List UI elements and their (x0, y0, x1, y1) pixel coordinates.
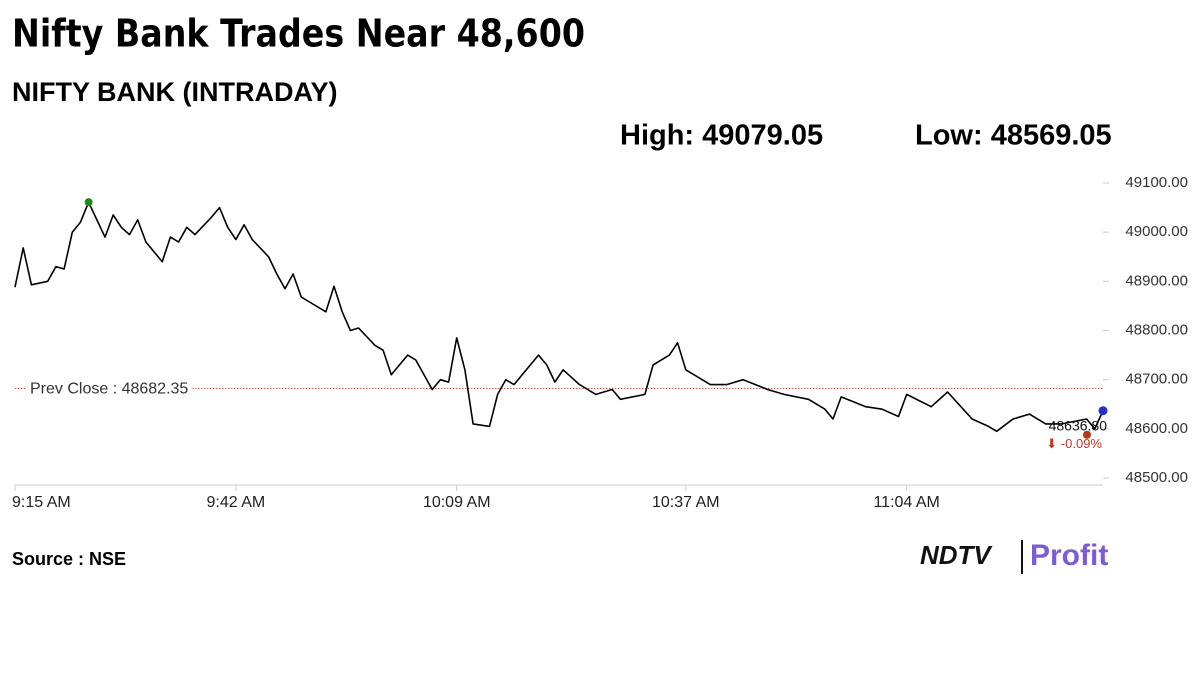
y-tick-label: 49100.00 (1125, 174, 1188, 191)
y-tick-label: 48500.00 (1125, 469, 1188, 486)
x-tick-label: 11:04 AM (873, 494, 939, 511)
last-marker (1098, 406, 1108, 416)
chart-title: Nifty Bank Trades Near 48,600 (12, 12, 585, 56)
low-label: Low: 48569.05 (915, 120, 1112, 152)
chart-subtitle: NIFTY BANK (INTRADAY) (12, 77, 338, 107)
logo-left: NDTV (920, 540, 993, 570)
source: Source : NSE (12, 549, 126, 569)
x-tick-label: 9:42 AM (207, 494, 266, 511)
y-tick-label: 48900.00 (1125, 272, 1188, 289)
prev-close-label: Prev Close : 48682.35 (30, 381, 188, 398)
y-tick-label: 48600.00 (1125, 420, 1188, 437)
y-tick-label: 48700.00 (1125, 371, 1188, 388)
last-value-label: 48636.80 (1049, 417, 1108, 433)
x-tick-label: 10:09 AM (423, 494, 491, 511)
y-tick-label: 49000.00 (1125, 223, 1188, 240)
logo-right: Profit (1030, 539, 1108, 572)
y-tick-label: 48800.00 (1125, 321, 1188, 338)
x-tick-label: 10:37 AM (652, 494, 720, 511)
price-line (14, 201, 1104, 433)
high-marker (84, 198, 93, 207)
x-tick-label: 9:15 AM (12, 494, 71, 511)
prev-close-label-bg (26, 379, 193, 399)
high-label: High: 49079.05 (620, 120, 823, 152)
change-label: ⬇ -0.09% (1046, 436, 1102, 451)
change-marker (1083, 430, 1091, 439)
